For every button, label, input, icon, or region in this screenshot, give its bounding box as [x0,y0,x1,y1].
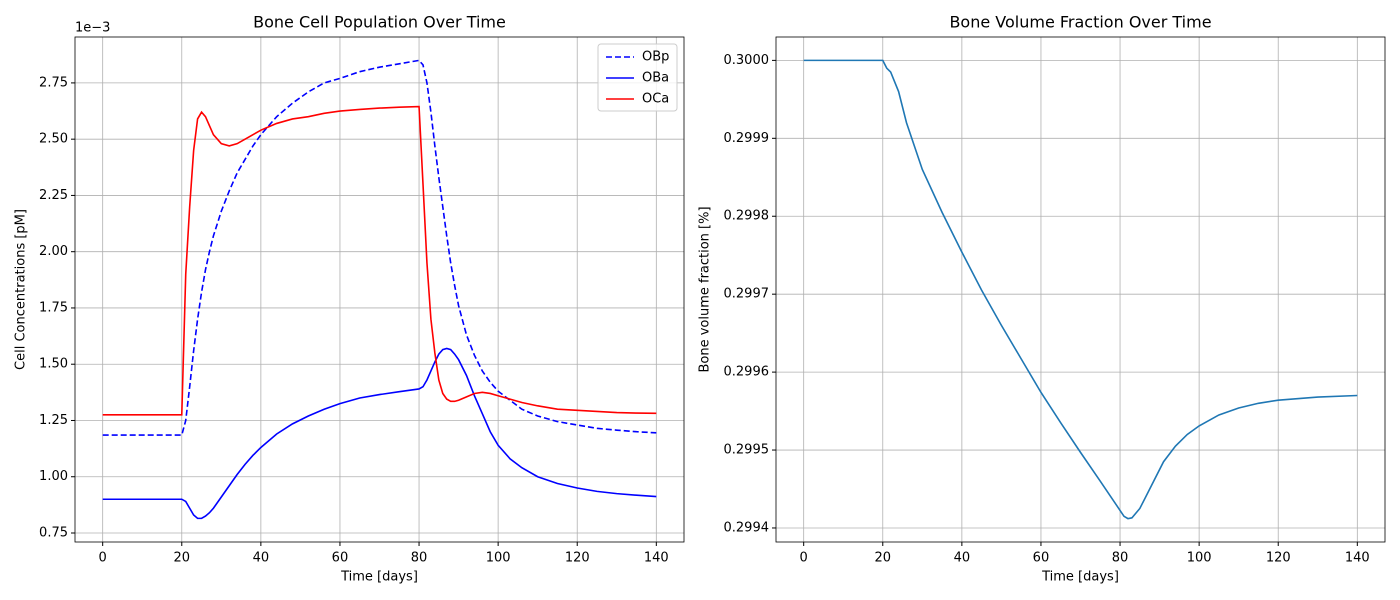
y-tick-label: 2.00 [39,244,68,259]
y-tick-label: 1.25 [39,413,68,428]
y-tick-label: 1.75 [39,300,68,315]
series-line [102,59,657,436]
x-tick-label: 60 [1033,551,1050,566]
y-axis-label: Bone volume fraction [%] [698,206,713,372]
y-axis-label: Cell Concentrations [pM] [14,209,29,370]
y-tick-label: 0.2996 [724,365,770,380]
x-tick-label: 140 [644,551,669,566]
x-tick-label: 40 [253,551,270,566]
x-tick-label: 100 [486,551,511,566]
y-tick-label: 2.25 [39,188,68,203]
legend-box [597,43,678,112]
y-offset-label: 1e−3 [75,21,110,36]
x-tick-label: 20 [173,551,190,566]
x-tick-label: 0 [99,551,107,566]
x-tick-label: 120 [565,551,590,566]
x-tick-label: 60 [332,551,349,566]
x-tick-label: 80 [1112,551,1129,566]
legend-label: OBa [642,71,669,86]
y-tick-label: 0.3000 [724,53,770,68]
y-tick-label: 1.50 [39,357,68,372]
x-axis-label: Time [days] [340,570,418,585]
x-tick-label: 100 [1187,551,1212,566]
series-line [803,59,1358,520]
y-tick-label: 0.2998 [724,209,770,224]
axes-frame [775,36,1386,543]
y-tick-label: 1.00 [39,469,68,484]
series-line [102,105,657,416]
axes-frame [74,36,685,543]
x-axis-label: Time [days] [1041,570,1119,585]
x-tick-label: 40 [954,551,971,566]
y-tick-label: 0.75 [39,525,68,540]
legend-label: OCa [642,92,669,107]
y-tick-label: 2.50 [39,132,68,147]
chart-title: Bone Volume Fraction Over Time [949,13,1211,32]
legend-label: OBp [642,50,669,65]
y-tick-label: 0.2997 [724,287,770,302]
x-tick-label: 80 [411,551,428,566]
x-tick-label: 120 [1266,551,1291,566]
y-tick-label: 0.2999 [724,131,770,146]
y-tick-label: 2.75 [39,75,68,90]
x-tick-label: 140 [1345,551,1370,566]
y-tick-label: 0.2994 [724,520,770,535]
series-line [102,347,657,520]
x-tick-label: 0 [800,551,808,566]
chart-title: Bone Cell Population Over Time [253,13,506,32]
x-tick-label: 20 [874,551,891,566]
y-tick-label: 0.2995 [724,443,770,458]
